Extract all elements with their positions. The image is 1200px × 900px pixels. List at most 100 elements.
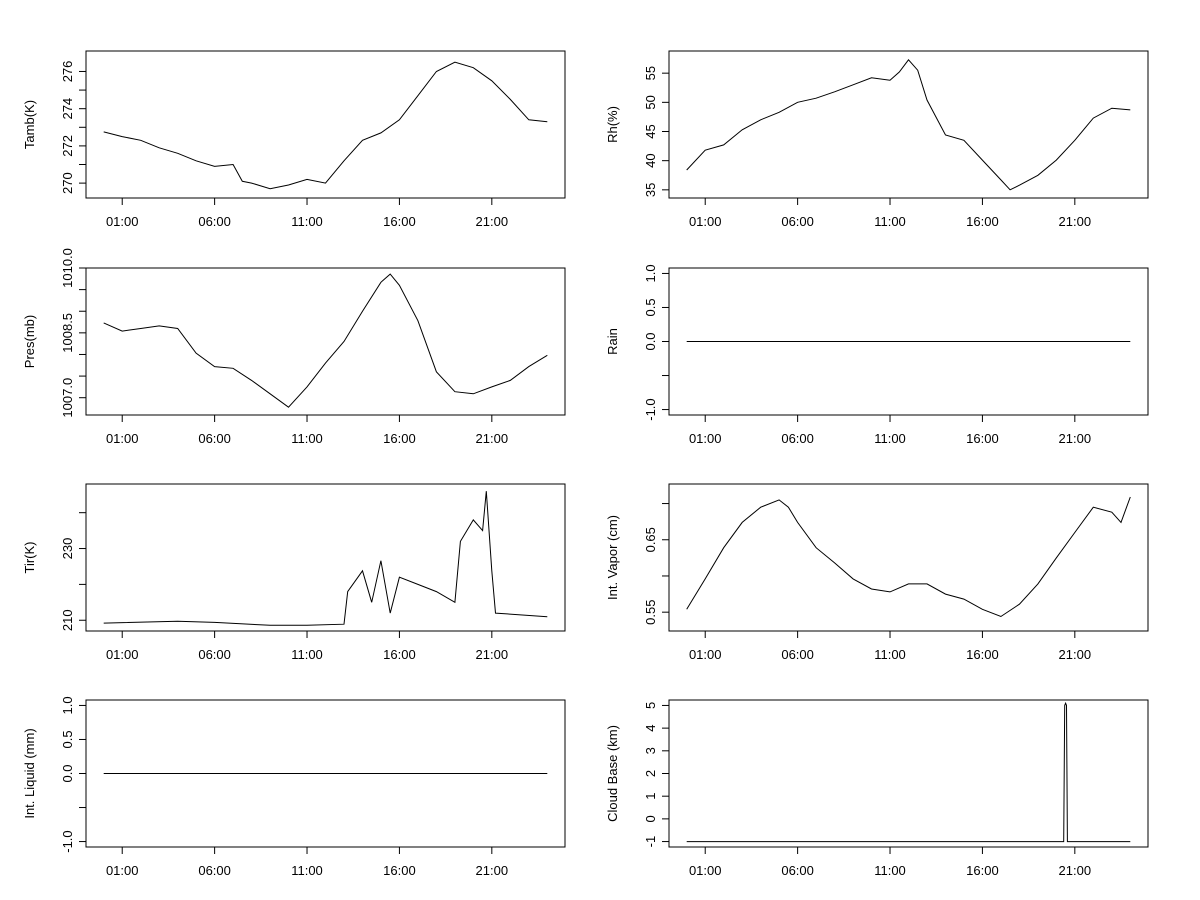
plot-frame xyxy=(668,50,1149,199)
y-tick-label: 0.55 xyxy=(643,600,658,625)
x-tick-label: 06:00 xyxy=(198,863,231,878)
y-tick-label: 1007.0 xyxy=(60,378,75,418)
x-tick-label: 11:00 xyxy=(874,647,906,662)
plot-frame xyxy=(668,483,1149,632)
y-tick-label: 210 xyxy=(60,609,75,631)
x-tick-label: 16:00 xyxy=(383,647,416,662)
y-tick-label: 0.0 xyxy=(643,332,658,350)
series-line xyxy=(103,273,548,408)
y-axis-label: Int. Liquid (mm) xyxy=(22,728,37,818)
x-tick-label: 21:00 xyxy=(476,431,509,446)
x-tick-label: 16:00 xyxy=(383,214,416,229)
x-tick-label: 01:00 xyxy=(106,214,139,229)
x-tick-label: 11:00 xyxy=(291,214,323,229)
x-tick-label: 21:00 xyxy=(1059,647,1092,662)
y-tick-label: -1.0 xyxy=(643,398,658,420)
panel-8: 01:00 06:00 11:00 16:00 21:00 -1 0 1 2 3 4 5 Cloud B… xyxy=(605,699,1149,878)
y-axis-label: Pres(mb) xyxy=(22,315,37,368)
x-tick-label: 06:00 xyxy=(781,431,814,446)
x-tick-label: 21:00 xyxy=(476,214,509,229)
x-tick-label: 21:00 xyxy=(1059,863,1092,878)
y-tick-label: 5 xyxy=(643,702,658,709)
x-tick-label: 11:00 xyxy=(291,863,323,878)
y-tick-label: 1 xyxy=(643,793,658,800)
x-tick-label: 06:00 xyxy=(198,431,231,446)
x-tick-label: 16:00 xyxy=(383,431,416,446)
series-line xyxy=(686,496,1131,618)
series-line xyxy=(103,61,548,190)
plot-frame xyxy=(85,267,566,416)
panel-5: 01:00 06:00 11:00 16:00 21:00 210 230 Tir(K) xyxy=(22,483,566,662)
y-tick-label: 0 xyxy=(643,815,658,822)
y-tick-label: -1.0 xyxy=(60,830,75,852)
x-tick-label: 11:00 xyxy=(291,431,323,446)
x-tick-label: 01:00 xyxy=(106,431,139,446)
y-tick-label: 45 xyxy=(643,124,658,138)
x-tick-label: 06:00 xyxy=(198,647,231,662)
x-tick-label: 06:00 xyxy=(781,647,814,662)
y-tick-label: 0.0 xyxy=(60,764,75,782)
x-tick-label: 21:00 xyxy=(1059,431,1092,446)
panel-6: 01:00 06:00 11:00 16:00 21:00 0.55 0.65 Int. Va… xyxy=(605,483,1149,662)
y-tick-label: 35 xyxy=(643,183,658,197)
y-tick-label: 1008.5 xyxy=(60,313,75,353)
y-tick-label: 0.65 xyxy=(643,527,658,552)
y-tick-label: 270 xyxy=(60,172,75,194)
x-tick-label: 11:00 xyxy=(874,214,906,229)
x-tick-label: 11:00 xyxy=(291,647,323,662)
x-tick-label: 16:00 xyxy=(966,647,999,662)
y-axis-label: Tir(K) xyxy=(22,541,37,573)
x-tick-label: 16:00 xyxy=(966,431,999,446)
x-tick-label: 16:00 xyxy=(966,214,999,229)
plot-frame xyxy=(85,483,566,632)
panel-2: 01:00 06:00 11:00 16:00 21:00 35 40 45 50 55 Rh(%) xyxy=(605,50,1149,229)
x-tick-label: 01:00 xyxy=(106,863,139,878)
y-tick-label: 4 xyxy=(643,725,658,732)
y-tick-label: 272 xyxy=(60,135,75,157)
plot-frame xyxy=(85,50,566,199)
y-tick-label: -1 xyxy=(643,836,658,848)
y-axis-label: Cloud Base (km) xyxy=(605,725,620,822)
y-axis-label: Tamb(K) xyxy=(22,100,37,149)
panel-4: 01:00 06:00 11:00 16:00 21:00 -1.0 0.0 0.5 1.0 Ra… xyxy=(605,264,1149,446)
y-tick-label: 1010.0 xyxy=(60,248,75,288)
y-tick-label: 274 xyxy=(60,98,75,120)
panel-7: 01:00 06:00 11:00 16:00 21:00 -1.0 0.0 0.5 1.0 In… xyxy=(22,696,566,878)
x-tick-label: 11:00 xyxy=(874,431,906,446)
series-line xyxy=(686,701,1131,843)
x-tick-label: 21:00 xyxy=(476,863,509,878)
y-tick-label: 0.5 xyxy=(643,298,658,316)
x-tick-label: 01:00 xyxy=(689,431,722,446)
x-tick-label: 21:00 xyxy=(476,647,509,662)
y-tick-label: 230 xyxy=(60,538,75,560)
x-tick-label: 11:00 xyxy=(874,863,906,878)
plot-frame xyxy=(668,699,1149,848)
series-line xyxy=(103,491,548,626)
y-tick-label: 2 xyxy=(643,770,658,777)
x-tick-label: 16:00 xyxy=(383,863,416,878)
y-tick-label: 55 xyxy=(643,66,658,80)
x-tick-label: 01:00 xyxy=(689,647,722,662)
x-tick-label: 06:00 xyxy=(781,863,814,878)
x-tick-label: 06:00 xyxy=(198,214,231,229)
panel-1: 01:00 06:00 11:00 16:00 21:00 270 272 274 276 Tam… xyxy=(22,50,566,229)
x-tick-label: 21:00 xyxy=(1059,214,1092,229)
y-axis-label: Int. Vapor (cm) xyxy=(605,515,620,600)
x-tick-label: 01:00 xyxy=(689,863,722,878)
y-axis-label: Rain xyxy=(605,328,620,355)
y-tick-label: 50 xyxy=(643,95,658,109)
y-tick-label: 276 xyxy=(60,61,75,83)
x-tick-label: 01:00 xyxy=(689,214,722,229)
x-tick-label: 16:00 xyxy=(966,863,999,878)
x-tick-label: 01:00 xyxy=(106,647,139,662)
x-tick-label: 06:00 xyxy=(781,214,814,229)
y-tick-label: 40 xyxy=(643,153,658,167)
y-tick-label: 1.0 xyxy=(60,696,75,714)
panel-3: 01:00 06:00 11:00 16:00 21:00 1007.0 1008.5 101… xyxy=(22,248,566,446)
y-tick-label: 3 xyxy=(643,747,658,754)
series-line xyxy=(686,59,1131,191)
y-tick-label: 0.5 xyxy=(60,730,75,748)
y-tick-label: 1.0 xyxy=(643,264,658,282)
y-axis-label: Rh(%) xyxy=(605,106,620,143)
